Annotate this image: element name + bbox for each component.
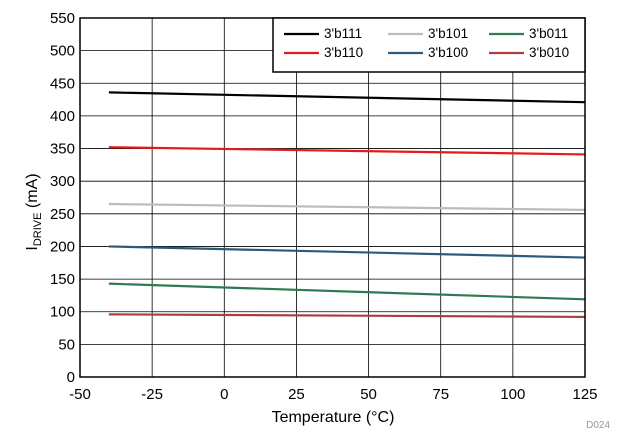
y-tick-label: 500 (50, 43, 75, 60)
legend-box (272, 17, 586, 73)
y-tick-label: 350 (50, 141, 75, 158)
y-axis-label-unit: (mA) (24, 173, 41, 212)
legend-label: 3'b010 (529, 45, 569, 60)
legend: 3'b111 3'b101 3'b011 3'b110 3'b100 3'b010 (272, 17, 586, 73)
y-tick-label: 300 (50, 173, 75, 190)
y-tick-label: 400 (50, 108, 75, 125)
y-axis-label: IDRIVE (mA) (24, 173, 44, 250)
y-tick-label: 150 (50, 271, 75, 288)
x-tick-label: -50 (69, 386, 91, 403)
legend-label: 3'b011 (529, 26, 568, 41)
y-tick-label: 0 (67, 369, 75, 386)
x-axis-label: Temperature (°C) (272, 409, 395, 426)
series-line (108, 146, 586, 156)
series-line (108, 282, 586, 301)
y-tick-label: 50 (58, 336, 75, 353)
y-axis-label-main: I (24, 246, 41, 250)
legend-label: 3'b101 (428, 26, 468, 41)
x-tick-labels: -50 -25 0 25 50 75 100 125 (69, 386, 597, 403)
series-line (108, 202, 586, 212)
y-tick-label: 550 (50, 10, 75, 27)
y-axis-label-subscript: DRIVE (32, 213, 44, 247)
figure-code: D024 (586, 420, 610, 431)
legend-label: 3'b100 (428, 45, 468, 60)
series-line (108, 313, 586, 319)
y-tick-label: 250 (50, 206, 75, 223)
series-lines (108, 91, 586, 319)
y-tick-label: 100 (50, 304, 75, 321)
y-tick-label: 450 (50, 75, 75, 92)
x-tick-label: -25 (141, 386, 163, 403)
grid-lines (79, 17, 586, 378)
legend-label: 3'b110 (324, 45, 363, 60)
legend-label: 3'b111 (324, 26, 362, 41)
x-tick-label: 100 (500, 386, 525, 403)
series-line (108, 245, 586, 259)
x-tick-label: 125 (572, 386, 597, 403)
x-tick-label: 75 (432, 386, 449, 403)
x-tick-label: 25 (288, 386, 305, 403)
y-tick-labels: 0 50 100 150 200 250 300 350 400 450 500 550 (50, 10, 75, 386)
y-tick-label: 200 (50, 238, 75, 255)
series-line (108, 91, 586, 104)
x-tick-label: 50 (360, 386, 377, 403)
x-tick-label: 0 (220, 386, 228, 403)
